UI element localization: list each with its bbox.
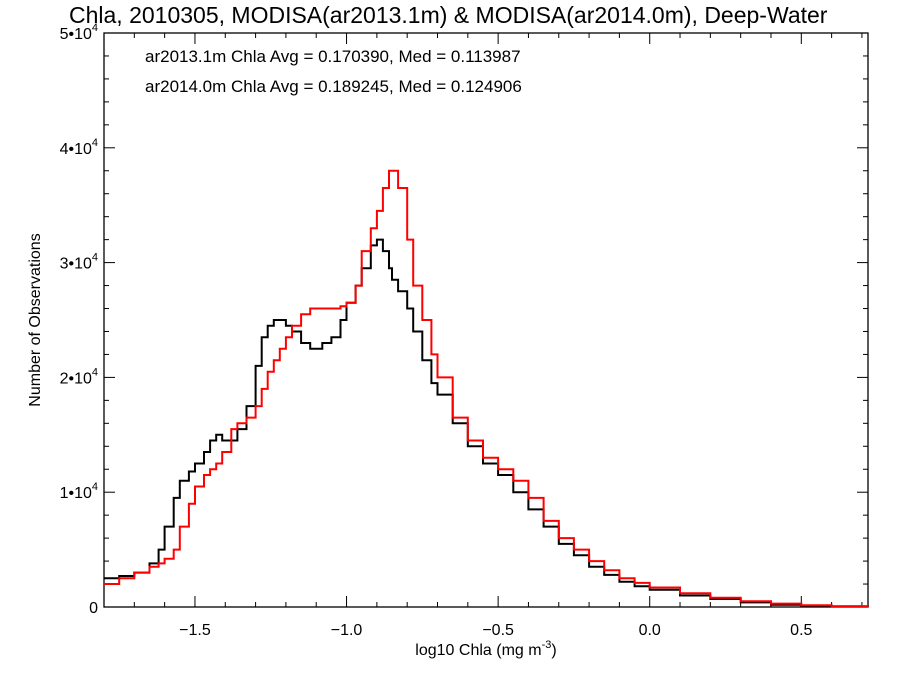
chart-title: Chla, 2010305, MODISA(ar2013.1m) & MODIS… bbox=[69, 2, 828, 28]
series-line-0 bbox=[104, 238, 869, 608]
x-tick-label: −1.5 bbox=[179, 622, 211, 639]
legend-ar2014-stats: ar2014.0m Chla Avg = 0.189245, Med = 0.1… bbox=[145, 77, 522, 96]
plot-frame bbox=[103, 32, 869, 608]
legend-ar2013-stats: ar2013.1m Chla Avg = 0.170390, Med = 0.1… bbox=[145, 47, 521, 66]
x-tick-label: 0.5 bbox=[790, 622, 812, 639]
axis-ticks bbox=[103, 32, 868, 608]
x-tick-labels: −1.5 −1.0 −0.5 0.0 0.5 bbox=[179, 622, 812, 639]
x-tick-label: 0.0 bbox=[639, 622, 661, 639]
x-tick-label: −1.0 bbox=[331, 622, 363, 639]
x-axis-label-tail: ) bbox=[551, 642, 556, 659]
y-tick-label: 0 bbox=[89, 600, 98, 617]
x-axis-label-main: log10 Chla (mg m bbox=[415, 642, 541, 659]
y-tick-labels: 0 1•104 2•104 3•104 4•104 5•104 bbox=[60, 22, 99, 617]
series-layer bbox=[104, 169, 869, 608]
series-line-1 bbox=[104, 169, 869, 608]
y-tick-label: 1•104 bbox=[60, 481, 98, 502]
y-axis-label: Number of Observations bbox=[27, 233, 44, 406]
x-axis-label-superscript: -3 bbox=[542, 639, 552, 651]
y-tick-label: 3•104 bbox=[60, 252, 98, 273]
y-tick-label: 5•104 bbox=[60, 22, 98, 43]
y-tick-label: 4•104 bbox=[60, 137, 98, 158]
x-axis-label: log10 Chla (mg m-3) bbox=[415, 639, 556, 659]
y-tick-label: 2•104 bbox=[60, 366, 98, 387]
x-tick-label: −0.5 bbox=[482, 622, 514, 639]
